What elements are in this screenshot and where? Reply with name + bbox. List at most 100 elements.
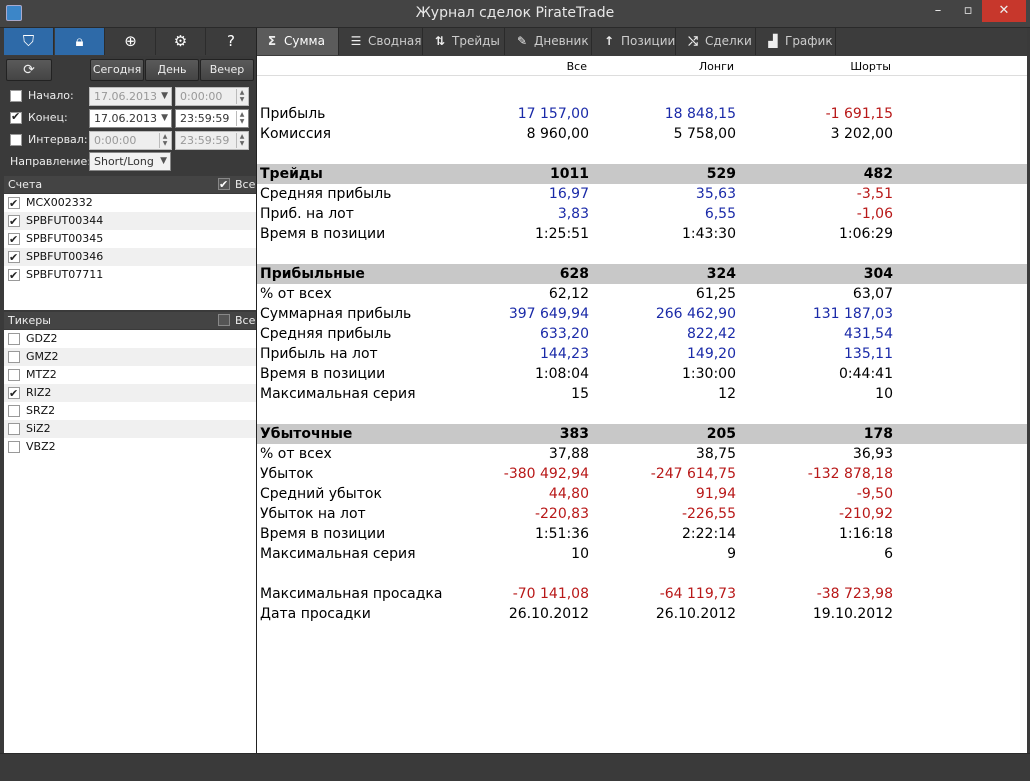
cell-value: 61,25 <box>695 286 736 302</box>
ticker-checkbox[interactable] <box>8 385 20 403</box>
start-date-field[interactable]: 17.06.2013 ▼ <box>89 87 172 106</box>
tab-pivot[interactable]: ☰ Сводная <box>341 28 423 55</box>
bar-chart-icon: ▟ <box>768 34 778 48</box>
account-checkbox[interactable] <box>8 213 20 231</box>
today-button[interactable]: Сегодня <box>90 59 144 81</box>
ticker-item[interactable]: RIZ2 <box>4 384 256 403</box>
account-checkbox[interactable] <box>8 195 20 213</box>
cell-value: 10 <box>875 386 893 402</box>
table-row: Средняя прибыль 633,20 822,42 431,54 <box>257 324 1027 344</box>
cell-value: 628 <box>559 266 589 282</box>
row-label: Убыток <box>260 466 314 482</box>
ticker-item[interactable]: GDZ2 <box>4 330 256 348</box>
help-icon[interactable]: ? <box>227 32 235 50</box>
tickers-all-checkbox[interactable] <box>218 314 230 326</box>
cell-value: 17 157,00 <box>517 106 589 122</box>
ticker-name: RIZ2 <box>26 386 52 399</box>
start-label: Начало: <box>28 89 74 102</box>
cell-value: 38,75 <box>695 446 736 462</box>
interval-from-field[interactable]: 0:00:00 ▲ ▼ <box>89 131 172 150</box>
account-checkbox[interactable] <box>8 249 20 267</box>
tab-label: Дневник <box>534 34 589 48</box>
end-checkbox[interactable] <box>10 110 22 124</box>
interval-to-field[interactable]: 23:59:59 ▲ ▼ <box>175 131 249 150</box>
tab-journal[interactable]: ✎ Дневник <box>507 28 592 55</box>
account-checkbox[interactable] <box>8 267 20 285</box>
account-item[interactable]: MCX002332 <box>4 194 256 213</box>
end-date-field[interactable]: 17.06.2013 ▼ <box>89 109 172 128</box>
cell-value: 1:25:51 <box>535 226 589 242</box>
table-row: Средний убыток 44,80 91,94 -9,50 <box>257 484 1027 504</box>
maximize-button[interactable]: ▫ <box>963 3 973 18</box>
filter-icon[interactable]: ⛉ <box>4 28 54 55</box>
account-item[interactable]: SPBFUT00344 <box>4 212 256 231</box>
ticker-item[interactable]: SRZ2 <box>4 402 256 420</box>
account-checkbox[interactable] <box>8 231 20 249</box>
panel-divider[interactable] <box>256 28 257 753</box>
accounts-all-checkbox[interactable] <box>218 176 230 193</box>
row-label: Средняя прибыль <box>260 326 392 342</box>
table-row: Время в позиции 1:08:04 1:30:00 0:44:41 <box>257 364 1027 384</box>
tab-label: Позиции <box>621 34 676 48</box>
cell-value: 1:08:04 <box>535 366 589 382</box>
row-label: Убыточные <box>260 426 353 442</box>
table-row: Время в позиции 1:25:51 1:43:30 1:06:29 <box>257 224 1027 244</box>
end-time-field[interactable]: 23:59:59 ▲ ▼ <box>175 109 249 128</box>
start-time-field[interactable]: 0:00:00 ▲ ▼ <box>175 87 249 106</box>
cell-value: 35,63 <box>695 186 736 202</box>
direction-select[interactable]: Short/Long ▼ <box>89 152 171 171</box>
cell-value: -380 492,94 <box>503 466 589 482</box>
ticker-item[interactable]: VBZ2 <box>4 438 256 456</box>
ticker-checkbox[interactable] <box>8 351 20 363</box>
ticker-name: SiZ2 <box>26 422 51 435</box>
account-name: SPBFUT00344 <box>26 214 104 227</box>
ticker-checkbox[interactable] <box>8 333 20 345</box>
tab-sum[interactable]: Σ Сумма <box>257 28 339 55</box>
ticker-item[interactable]: SiZ2 <box>4 420 256 438</box>
start-checkbox[interactable] <box>10 90 22 102</box>
table-row: Суммарная прибыль 397 649,94 266 462,90 131… <box>257 304 1027 324</box>
account-item[interactable]: SPBFUT00346 <box>4 248 256 267</box>
table-row: % от всех 37,88 38,75 36,93 <box>257 444 1027 464</box>
gear-icon[interactable]: ⚙ <box>156 28 206 55</box>
cell-value: 144,23 <box>540 346 589 362</box>
evening-button[interactable]: Вечер <box>200 59 254 81</box>
day-button[interactable]: День <box>145 59 199 81</box>
row-label: % от всех <box>260 286 332 302</box>
section-row: Убыточные 383 205 178 <box>257 424 1027 444</box>
minimize-button[interactable]: – <box>934 3 942 18</box>
section-row: Трейды 1011 529 482 <box>257 164 1027 184</box>
lock-icon[interactable]: 🔒︎ <box>55 28 105 55</box>
cell-value: 6,55 <box>704 206 736 222</box>
ticker-checkbox[interactable] <box>8 405 20 417</box>
cell-value: -220,83 <box>534 506 589 522</box>
tab-deals[interactable]: ⤭ Сделки <box>678 28 756 55</box>
tickers-all-label: Все <box>235 314 256 327</box>
tab-trades[interactable]: ⇅ Трейды <box>425 28 505 55</box>
ticker-item[interactable]: MTZ2 <box>4 366 256 384</box>
account-item[interactable]: SPBFUT00345 <box>4 230 256 249</box>
cell-value: 6 <box>884 546 893 562</box>
cell-value: 91,94 <box>695 486 736 502</box>
interval-checkbox[interactable] <box>10 134 22 146</box>
ticker-checkbox[interactable] <box>8 441 20 453</box>
ticker-item[interactable]: GMZ2 <box>4 348 256 366</box>
ticker-checkbox[interactable] <box>8 369 20 381</box>
table-row: Убыток -380 492,94 -247 614,75 -132 878,18 <box>257 464 1027 484</box>
section-row: Прибыльные 628 324 304 <box>257 264 1027 284</box>
ticker-name: GDZ2 <box>26 332 58 345</box>
row-label: Убыток на лот <box>260 506 366 522</box>
close-button[interactable]: ✕ <box>982 0 1026 22</box>
cell-value: 529 <box>706 166 736 182</box>
account-item[interactable]: SPBFUT07711 <box>4 266 256 285</box>
cell-value: 178 <box>863 426 893 442</box>
ticker-checkbox[interactable] <box>8 423 20 435</box>
add-icon[interactable]: ⊕ <box>106 28 156 55</box>
summary-table: Все Лонги Шорты Прибыль 17 157,00 18 848,1… <box>257 56 1027 753</box>
refresh-button[interactable]: ⟳ <box>6 59 52 81</box>
tab-positions[interactable]: ↑ Позиции <box>594 28 676 55</box>
tab-chart[interactable]: ▟ График <box>758 28 836 55</box>
row-label: Средний убыток <box>260 486 382 502</box>
accounts-header: Счета Все <box>4 176 256 193</box>
cell-value: 19.10.2012 <box>812 606 893 622</box>
